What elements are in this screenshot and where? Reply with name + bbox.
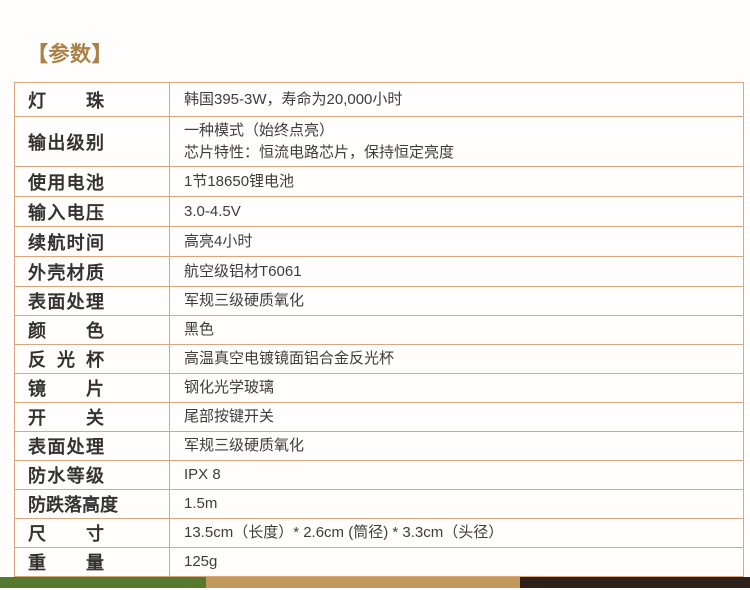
- spec-label: 输出级别: [28, 132, 104, 153]
- spec-value: 3.0-4.5V: [184, 202, 241, 220]
- table-row: 镜 片 钢化光学玻璃: [14, 373, 744, 403]
- spec-value: 韩国395-3W，寿命为20,000小时: [184, 90, 403, 108]
- spec-label: 灯 珠: [28, 90, 104, 111]
- spec-value: 黑色: [184, 321, 215, 339]
- spec-label: 开 关: [28, 408, 104, 428]
- spec-label: 重 量: [28, 553, 104, 573]
- strip-segment-green: [0, 577, 206, 588]
- spec-value: 高亮4小时: [184, 232, 253, 250]
- spec-value: 1.5m: [184, 495, 218, 513]
- table-row: 输入电压 3.0-4.5V: [14, 196, 744, 227]
- table-row: 灯 珠 韩国395-3W，寿命为20,000小时: [14, 82, 744, 117]
- spec-value: 13.5cm（长度）* 2.6cm (筒径) * 3.3cm（头径）: [184, 524, 504, 542]
- spec-label: 尺 寸: [28, 524, 104, 544]
- spec-label: 输入电压: [28, 202, 104, 223]
- table-row: 尺 寸 13.5cm（长度）* 2.6cm (筒径) * 3.3cm（头径）: [14, 518, 744, 548]
- table-row: 开 关 尾部按键开关: [14, 402, 744, 432]
- spec-label: 反 光 杯: [28, 350, 104, 370]
- table-row: 使用电池 1节18650锂电池: [14, 166, 744, 197]
- spec-label: 使用电池: [28, 172, 104, 193]
- spec-value: 钢化光学玻璃: [184, 379, 275, 397]
- table-row: 表面处理 军规三级硬质氧化: [14, 286, 744, 316]
- table-row: 表面处理 军规三级硬质氧化: [14, 431, 744, 461]
- table-row: 反 光 杯 高温真空电镀镜面铝合金反光杯: [14, 344, 744, 374]
- spec-label: 颜 色: [28, 321, 104, 341]
- spec-value: 军规三级硬质氧化: [184, 292, 305, 310]
- spec-value: 尾部按键开关: [184, 408, 275, 426]
- table-row: 重 量 125g: [14, 547, 744, 577]
- spec-value: 高温真空电镀镜面铝合金反光杯: [184, 350, 395, 368]
- spec-value: 军规三级硬质氧化: [184, 437, 305, 455]
- spec-value: IPX 8: [184, 466, 221, 484]
- spec-value: 航空级铝材T6061: [184, 262, 302, 280]
- spec-label: 外壳材质: [28, 262, 104, 283]
- spec-label: 防跌落高度: [28, 495, 118, 515]
- strip-segment-dark: [520, 577, 750, 588]
- section-title-parameters: 【参数】: [27, 43, 113, 66]
- spec-label: 表面处理: [28, 437, 104, 457]
- spec-label: 镜 片: [28, 379, 104, 399]
- table-row: 防跌落高度 1.5m: [14, 489, 744, 519]
- spec-table: 灯 珠 韩国395-3W，寿命为20,000小时 输出级别 一种模式（始终点亮）…: [14, 82, 744, 577]
- table-row: 续航时间 高亮4小时: [14, 226, 744, 257]
- spec-value: 125g: [184, 553, 218, 571]
- spec-label: 防水等级: [28, 466, 104, 486]
- table-row: 防水等级 IPX 8: [14, 460, 744, 490]
- spec-label: 表面处理: [28, 292, 104, 312]
- table-row: 外壳材质 航空级铝材T6061: [14, 256, 744, 287]
- next-section-image-edge: [0, 577, 750, 588]
- spec-label: 续航时间: [28, 232, 104, 253]
- spec-value: 1节18650锂电池: [184, 172, 295, 190]
- table-row: 颜 色 黑色: [14, 315, 744, 345]
- strip-segment-tan: [206, 577, 520, 588]
- table-row: 输出级别 一种模式（始终点亮） 芯片特性：恒流电路芯片，保持恒定亮度: [14, 116, 744, 167]
- spec-value: 一种模式（始终点亮） 芯片特性：恒流电路芯片，保持恒定亮度: [184, 121, 455, 161]
